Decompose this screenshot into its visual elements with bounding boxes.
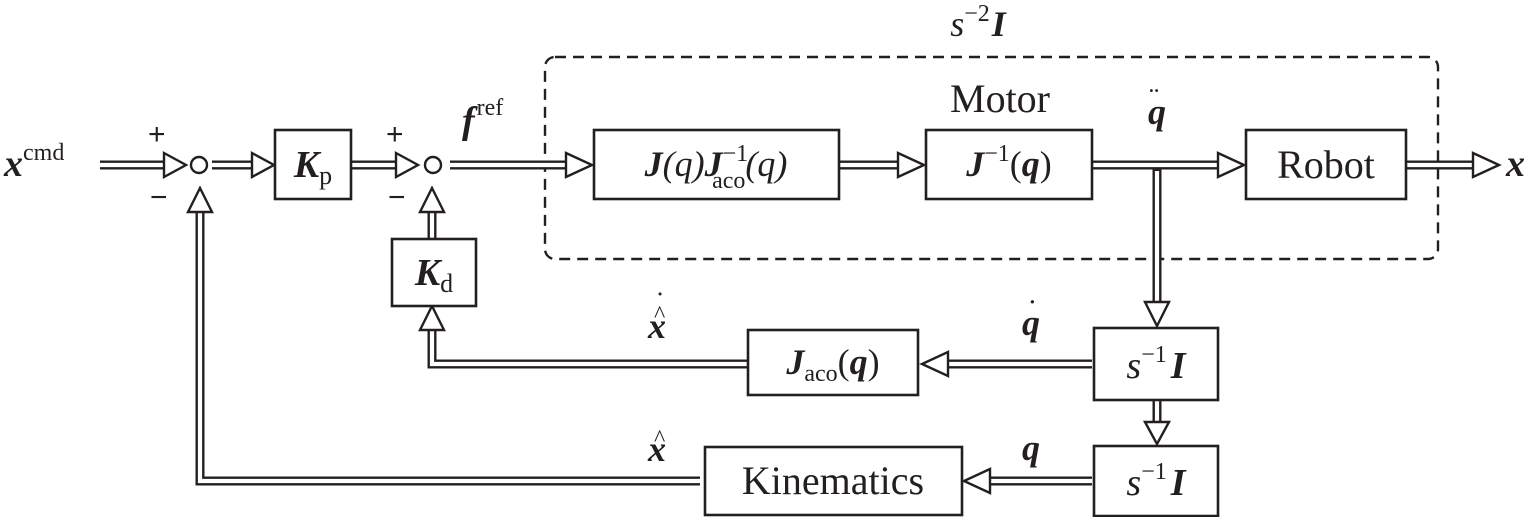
x-output-label: x <box>1505 143 1525 185</box>
svg-text:^: ^ <box>654 302 665 328</box>
xhatdot-label: x ^ ˙ <box>647 286 666 346</box>
svg-text:˙: ˙ <box>655 286 665 319</box>
svg-text:x: x <box>647 306 666 346</box>
sum-junction-1 <box>189 155 209 175</box>
sum2-plus-sign: + <box>386 118 404 151</box>
qdot-label: q ˙ <box>1022 292 1040 343</box>
kp-block <box>273 128 353 201</box>
jaco-block <box>746 328 920 397</box>
svg-text:q: q <box>1022 303 1040 343</box>
kd-label: Kd <box>414 252 453 298</box>
xhat-label: x ^ <box>647 426 666 469</box>
svg-text:^: ^ <box>654 426 665 452</box>
svg-text:¨: ¨ <box>1149 82 1159 115</box>
svg-text:x: x <box>647 429 666 469</box>
sum-junction-2 <box>423 155 443 175</box>
sum2-minus-sign: − <box>388 181 406 214</box>
motor-label: Motor <box>950 76 1050 121</box>
integrator-1-block <box>1092 326 1220 402</box>
jinv-block <box>924 128 1094 201</box>
fref-label: fref <box>462 95 503 142</box>
jjaco-inv-label: J(q)J−1 aco(q) <box>644 141 788 194</box>
integrator-2-label: s−1 I <box>1126 459 1186 504</box>
sum1-minus-sign: − <box>150 181 168 214</box>
robot-block <box>1244 128 1408 201</box>
jaco-label: Jaco(q) <box>785 342 879 387</box>
jinv-label: J−1(q) <box>965 141 1052 184</box>
motor-group-transfer-label: s−2I <box>950 1 1008 44</box>
kinematics-block <box>703 445 964 517</box>
xcmd-input-label: xcmd <box>3 140 64 185</box>
robot-label: Robot <box>1277 142 1375 187</box>
integrator-1-label: s−1 I <box>1126 342 1186 387</box>
sum1-plus-sign: + <box>148 118 166 151</box>
kd-block <box>390 237 478 308</box>
signal-paths <box>100 160 1477 486</box>
svg-text:q: q <box>1148 92 1166 132</box>
kinematics-label: Kinematics <box>742 458 924 503</box>
q-label: q <box>1022 428 1040 468</box>
svg-text:˙: ˙ <box>1027 292 1038 328</box>
integrator-2-block <box>1092 444 1220 517</box>
qddot-label: q ¨ <box>1148 82 1166 132</box>
jjaco-inv-block <box>592 128 841 201</box>
motor-group-box <box>543 55 1440 261</box>
arrow-heads <box>162 150 1502 495</box>
kp-label: Kp <box>293 144 332 190</box>
